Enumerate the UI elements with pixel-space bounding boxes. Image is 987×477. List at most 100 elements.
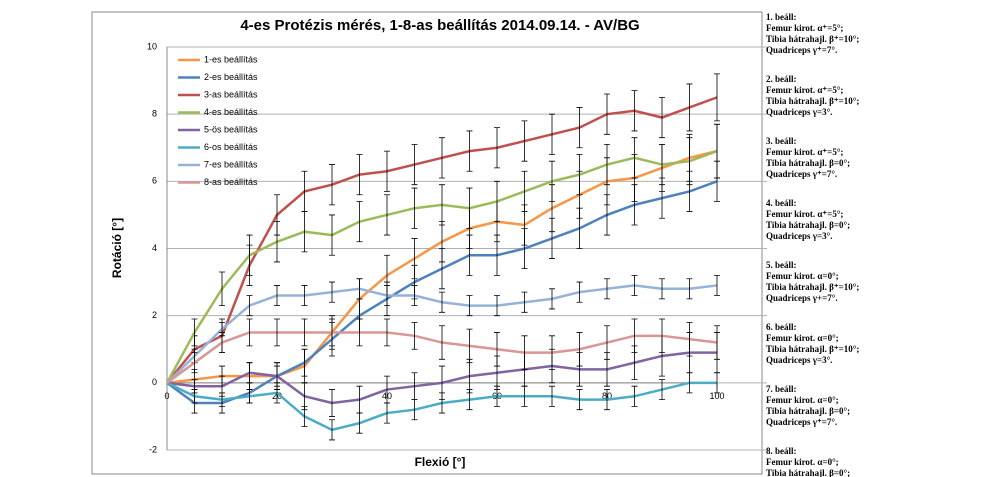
- error-bar: [329, 389, 335, 417]
- note-line: Tibia hátrahajl. β⁺=10°;: [766, 34, 859, 44]
- error-bar: [604, 278, 610, 300]
- note-line: Femur kirot. α⁺=5°;: [766, 147, 843, 157]
- note-line: Quadriceps γ=3°.: [766, 231, 832, 241]
- chart-title: 4-es Protézis mérés, 1-8-as beállítás 20…: [240, 17, 639, 34]
- error-bar: [466, 234, 473, 276]
- error-bar: [494, 234, 500, 276]
- error-bar: [466, 389, 473, 411]
- note-title: 6. beáll:: [766, 322, 797, 332]
- note-title: 4. beáll:: [766, 198, 797, 208]
- legend-label: 1-es beállítás: [204, 54, 258, 64]
- note-line: Quadriceps γ⁺=7°.: [766, 417, 837, 427]
- note-title: 5. beáll:: [766, 260, 797, 270]
- error-bar: [521, 335, 528, 370]
- error-bar: [439, 325, 445, 360]
- error-bar: [659, 379, 665, 401]
- error-bar: [604, 389, 610, 411]
- error-bar: [604, 194, 610, 236]
- note-line: Tibia hátrahajl. β=0°;: [766, 406, 850, 416]
- error-bar: [714, 372, 720, 394]
- error-bar: [274, 382, 280, 404]
- error-bar: [549, 288, 555, 310]
- note-title: 8. beáll:: [766, 446, 797, 456]
- error-bar: [329, 318, 335, 347]
- error-bar: [631, 90, 638, 132]
- error-bar: [521, 170, 528, 212]
- error-bar: [384, 318, 390, 347]
- error-bar: [384, 150, 390, 192]
- error-bar: [576, 332, 583, 367]
- error-bar: [301, 318, 308, 347]
- note-line: Femur kirot. α⁺=5°;: [766, 23, 843, 33]
- error-bar: [631, 274, 638, 296]
- error-bar: [659, 143, 665, 186]
- error-bar: [356, 318, 363, 347]
- x-axis-label: Flexió [°]: [415, 455, 466, 469]
- error-bar: [659, 96, 665, 139]
- chart-frame: [91, 11, 763, 475]
- error-bar: [439, 248, 445, 290]
- error-bar: [631, 137, 638, 179]
- error-bar: [466, 187, 473, 229]
- note-title: 7. beáll:: [766, 384, 797, 394]
- error-bar: [631, 318, 638, 354]
- error-bar: [246, 318, 253, 347]
- error-bar: [549, 335, 555, 370]
- error-bar: [494, 332, 500, 367]
- error-bar: [411, 285, 418, 306]
- error-bar: [191, 389, 198, 404]
- note-line: Femur kirot. α⁺=5°;: [766, 209, 843, 219]
- error-bar: [411, 143, 418, 186]
- error-bar: [301, 211, 308, 253]
- error-bar: [631, 184, 638, 226]
- error-bar: [686, 137, 693, 186]
- error-bar: [576, 389, 583, 411]
- y-tick-label: -2: [149, 444, 157, 454]
- legend-label: 2-es beállítás: [204, 72, 258, 82]
- error-bar: [466, 328, 473, 364]
- note-title: 3. beáll:: [766, 136, 797, 146]
- error-bar: [301, 285, 308, 306]
- error-bar: [686, 83, 693, 132]
- error-bar: [219, 392, 225, 407]
- y-tick-label: 2: [152, 310, 157, 320]
- error-bar: [549, 160, 555, 202]
- note-line: Femur kirot. α=0°;: [766, 333, 839, 343]
- error-bar: [274, 318, 280, 347]
- note-title: 1. beáll:: [766, 12, 797, 22]
- error-bar: [329, 281, 335, 303]
- error-bar: [466, 130, 473, 172]
- x-tick-label: 100: [709, 391, 724, 401]
- error-bar: [246, 389, 253, 404]
- error-bar: [521, 291, 528, 313]
- note-line: Femur kirot. α⁺=5°;: [766, 85, 843, 95]
- error-bar: [576, 281, 583, 303]
- legend-label: 8-as beállítás: [204, 177, 258, 187]
- error-bar: [494, 180, 500, 223]
- note-line: Tibia hátrahajl. β⁺=10°;: [766, 344, 859, 354]
- error-bar: [714, 123, 720, 179]
- error-bar: [439, 184, 445, 226]
- note-line: Quadriceps γ⁺=7°.: [766, 45, 837, 55]
- error-bar: [356, 154, 363, 196]
- error-bar: [686, 321, 693, 357]
- note-line: Tibia hátrahajl. β=0°;: [766, 468, 850, 477]
- note-line: Quadriceps γ=3°.: [766, 107, 832, 117]
- error-bar: [714, 274, 720, 296]
- error-bar: [576, 107, 583, 149]
- error-bar: [356, 201, 363, 243]
- y-tick-label: 6: [152, 176, 157, 186]
- note-line: Quadriceps γ+=7°.: [766, 293, 838, 303]
- y-tick-label: 4: [152, 243, 157, 253]
- error-bar: [301, 348, 308, 377]
- error-bar: [219, 332, 225, 354]
- error-bar: [604, 93, 610, 135]
- error-bar: [439, 291, 445, 313]
- error-bar: [329, 214, 335, 256]
- note-line: Quadriceps γ⁺=7°.: [766, 169, 837, 179]
- error-bar: [576, 154, 583, 196]
- error-bar: [439, 137, 445, 179]
- legend-label: 6-os beállítás: [204, 142, 258, 152]
- note-line: Tibia hátrahajl. β⁺=10°;: [766, 282, 859, 292]
